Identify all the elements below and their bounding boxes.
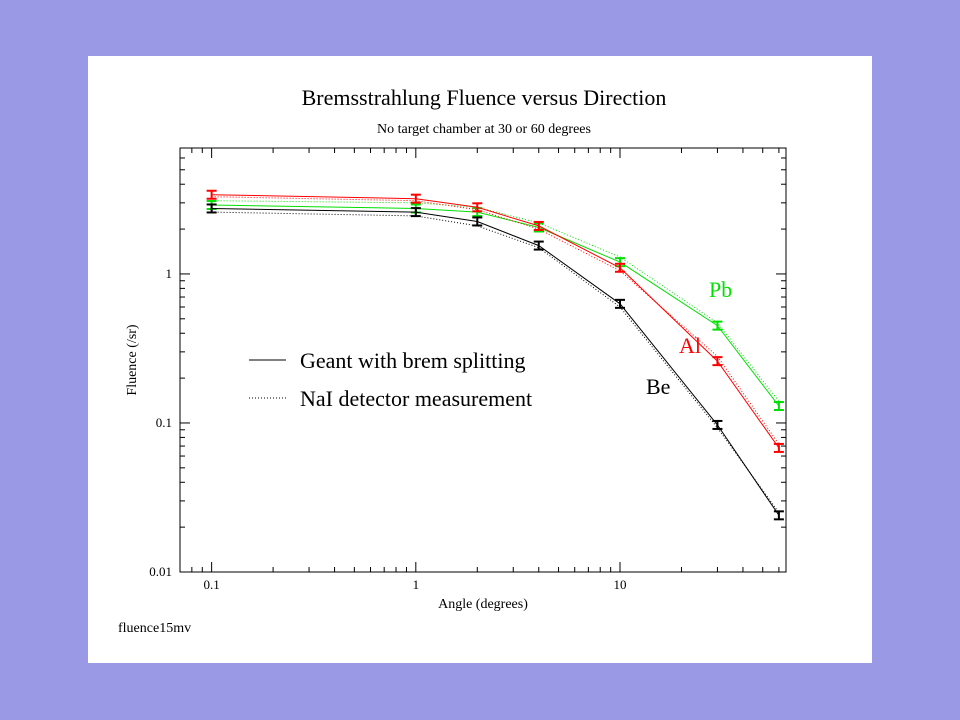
series-be-point xyxy=(410,207,421,218)
series-layer xyxy=(206,189,784,521)
x-tick-label: 10 xyxy=(614,577,627,592)
chart-subtitle: No target chamber at 30 or 60 degrees xyxy=(377,122,591,137)
series-al-point xyxy=(472,202,483,213)
series-be-point xyxy=(773,510,784,521)
legend-entry-label: Geant with brem splitting xyxy=(300,348,525,373)
series-pb-point xyxy=(773,400,784,411)
series-be-point xyxy=(533,240,544,251)
y-tick-label: 0.1 xyxy=(156,415,172,430)
x-axis-label: Angle (degrees) xyxy=(438,597,528,612)
annotation-pb: Pb xyxy=(709,277,732,302)
series-be-point xyxy=(615,298,626,309)
chart-title: Bremsstrahlung Fluence versus Direction xyxy=(302,85,667,110)
series-pb-line xyxy=(211,204,780,407)
chart: Bremsstrahlung Fluence versus Direction … xyxy=(118,85,787,636)
annotation-be: Be xyxy=(646,374,670,399)
series-be-point xyxy=(712,419,723,430)
series-al-point xyxy=(206,189,217,200)
series-al-point xyxy=(712,356,723,367)
series-al-point xyxy=(533,220,544,231)
y-tick-label: 1 xyxy=(166,266,173,281)
footer-label: fluence15mv xyxy=(118,621,191,636)
legend-entry-label: NaI detector measurement xyxy=(300,386,532,411)
y-axis-label: Fluence (/sr) xyxy=(125,324,140,395)
slide-panel: Bremsstrahlung Fluence versus Direction … xyxy=(88,56,872,663)
x-tick-label: 1 xyxy=(413,577,420,592)
series-al-point xyxy=(773,442,784,453)
series-be-point xyxy=(206,203,217,214)
axes-ticks: 0.1 1 10 0.01 0.1 1 xyxy=(149,147,786,592)
series-pb-point xyxy=(712,320,723,331)
series-al-point xyxy=(410,193,421,204)
x-tick-label: 0.1 xyxy=(204,577,220,592)
plot-frame xyxy=(179,147,787,573)
y-tick-label: 0.01 xyxy=(149,564,172,579)
series-al-point xyxy=(615,262,626,273)
legend: Geant with brem splitting NaI detector m… xyxy=(249,348,532,411)
series-be-point xyxy=(472,216,483,227)
annotation-al: Al xyxy=(679,333,701,358)
